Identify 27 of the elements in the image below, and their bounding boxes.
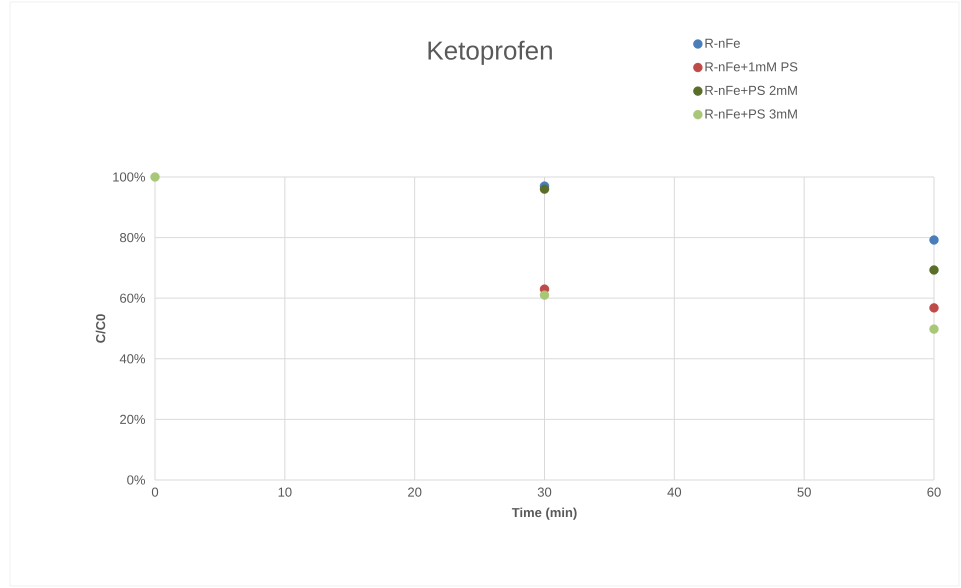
point <box>540 184 550 194</box>
y-axis-title: C/C0 <box>96 314 106 343</box>
point <box>929 303 939 313</box>
y-tick-label: 40% <box>120 354 146 364</box>
x-tick-label: 60 <box>927 488 941 497</box>
y-tick-label: 20% <box>120 414 146 424</box>
legend-label: R-nFe+PS 2mM <box>705 86 797 95</box>
point <box>929 235 939 245</box>
x-tick-label: 20 <box>408 488 422 497</box>
x-tick-label: 50 <box>797 488 811 497</box>
point <box>150 172 160 182</box>
point <box>540 290 550 300</box>
x-tick-label: 30 <box>538 488 552 497</box>
y-tick-label: 0% <box>127 475 146 485</box>
point <box>929 324 939 334</box>
y-tick-label: 80% <box>120 232 146 242</box>
chart-title: Ketoprofen <box>428 40 552 65</box>
x-axis-title: Time (min) <box>512 508 577 520</box>
x-tick-label: 40 <box>667 488 682 497</box>
y-tick-label: 100% <box>113 172 146 182</box>
legend-label: R-nFe <box>705 38 740 48</box>
x-tick-label: 10 <box>278 488 292 497</box>
x-tick-label: 0 <box>152 488 158 497</box>
legend-label: R-nFe+1mM PS <box>705 62 798 72</box>
legend-label: R-nFe+PS 3mM <box>705 109 797 119</box>
y-tick-label: 60% <box>120 294 146 303</box>
point <box>929 265 939 275</box>
